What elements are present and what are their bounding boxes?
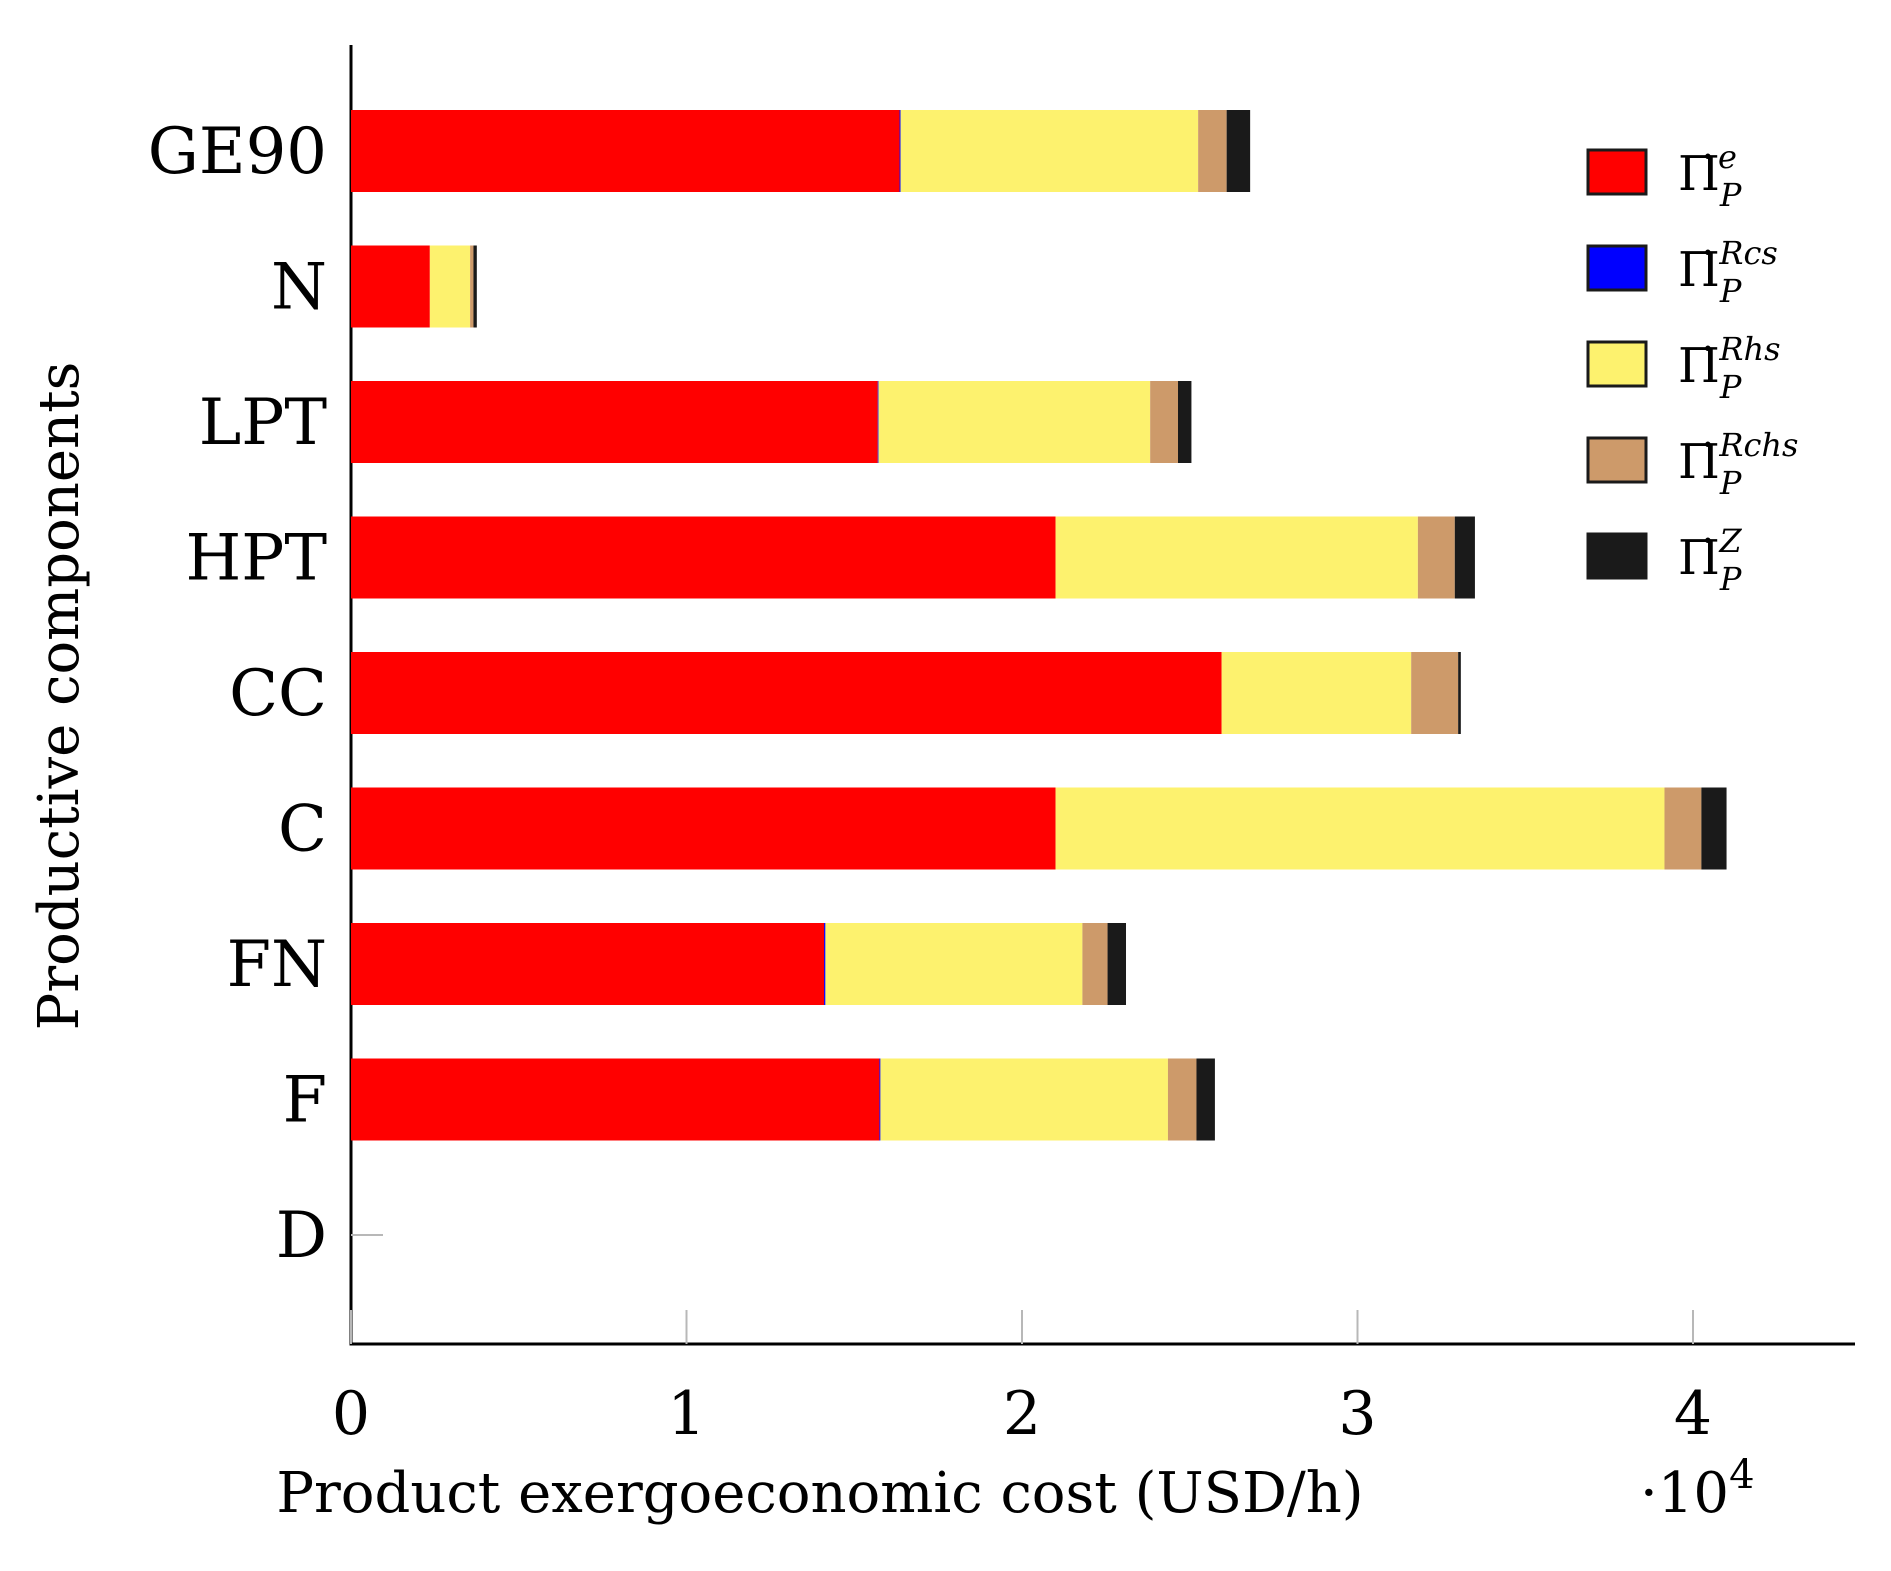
bar-segment — [825, 923, 1083, 1005]
legend-label: Π̇PZ — [1678, 522, 1742, 598]
bar-segment — [1178, 381, 1192, 463]
x-axis-title: Product exergoeconomic cost (USD/h) — [276, 1461, 1363, 1526]
bar-segment — [1055, 516, 1418, 599]
legend-label-subscript: P — [1719, 368, 1742, 406]
bar-segment — [877, 381, 879, 463]
bar-segment — [1196, 1058, 1215, 1141]
bar-segment — [1417, 516, 1455, 599]
bar-segment — [351, 787, 1056, 870]
bar-segment — [1664, 787, 1702, 870]
y-category-label: FN — [227, 928, 327, 1002]
legend-label-superscript: Rhs — [1718, 330, 1780, 368]
bar-segment — [351, 245, 430, 328]
y-category-label: D — [276, 1199, 327, 1273]
bar-segment — [351, 923, 825, 1005]
bar-segment — [351, 1058, 880, 1141]
legend-label-base: Π̇ — [1678, 146, 1720, 202]
bar-segment — [429, 245, 471, 328]
y-category-label: HPT — [185, 522, 327, 596]
bar-segment — [1055, 787, 1665, 870]
legend-label: Π̇PRcs — [1678, 234, 1778, 310]
bar-segment — [1167, 1058, 1197, 1141]
legend-swatch — [1586, 436, 1648, 484]
bar-segment — [1226, 110, 1251, 192]
legend-label: Π̇PRhs — [1678, 330, 1781, 406]
x-axis-scale-base: ·10 — [1640, 1461, 1729, 1526]
bar-segment — [900, 110, 1199, 192]
legend-label-subscript: P — [1719, 560, 1742, 598]
x-tick-label: 4 — [1674, 1379, 1712, 1449]
bar-segment — [351, 652, 1222, 734]
legend-label-base: Π̇ — [1678, 338, 1720, 394]
x-axis-scale-label: ·104 — [1640, 1452, 1755, 1526]
bar-segment — [1701, 787, 1727, 870]
bar-segment — [1150, 381, 1179, 463]
bar-segment — [1411, 652, 1459, 734]
legend-swatch — [1586, 148, 1648, 196]
x-tick-label: 3 — [1338, 1379, 1376, 1449]
legend-label-base: Π̇ — [1678, 242, 1720, 298]
legend-label-subscript: P — [1719, 464, 1742, 502]
legend-label: Π̇Pe — [1678, 138, 1742, 214]
bar-segment — [1198, 110, 1227, 192]
bar-segment — [899, 110, 901, 192]
y-category-label: LPT — [199, 386, 328, 460]
legend-swatch — [1586, 340, 1648, 388]
bar-segment — [1458, 652, 1461, 734]
bar-segment — [351, 381, 878, 463]
x-tick-label: 2 — [1003, 1379, 1041, 1449]
bar-segment — [824, 923, 826, 1005]
legend-label-base: Π̇ — [1678, 434, 1720, 490]
y-category-label: CC — [229, 657, 327, 731]
bar-segment — [1082, 923, 1108, 1005]
x-axis-scale-exponent: 4 — [1729, 1452, 1754, 1498]
bar-segment — [351, 110, 900, 192]
legend-label-superscript: Rchs — [1718, 426, 1798, 464]
legend-swatch — [1586, 244, 1648, 292]
y-category-label: N — [271, 251, 327, 325]
bar-segment — [880, 1058, 1168, 1141]
legend-label-superscript: e — [1718, 138, 1737, 176]
y-category-label: C — [278, 793, 327, 867]
y-category-label: F — [283, 1064, 327, 1138]
x-tick-label: 0 — [332, 1379, 370, 1449]
bar-segment — [470, 245, 474, 328]
legend-swatch — [1586, 532, 1648, 580]
bar-segment — [1107, 923, 1127, 1005]
legend-label-subscript: P — [1719, 176, 1742, 214]
legend-label: Π̇PRchs — [1678, 426, 1798, 502]
bar-segment — [473, 245, 477, 328]
legend-label-superscript: Rcs — [1718, 234, 1777, 272]
legend-label-base: Π̇ — [1678, 530, 1720, 586]
x-tick-label: 1 — [667, 1379, 705, 1449]
y-axis-title: Productive components — [27, 362, 92, 1031]
legend-label-subscript: P — [1719, 272, 1742, 310]
legend-label-superscript: Z — [1718, 522, 1742, 560]
bar-segment — [878, 381, 1151, 463]
bar-segment — [1221, 652, 1412, 734]
bar-segment — [1454, 516, 1475, 599]
bar-segment — [879, 1058, 881, 1141]
y-category-label: GE90 — [148, 115, 327, 189]
bar-segment — [351, 516, 1056, 599]
